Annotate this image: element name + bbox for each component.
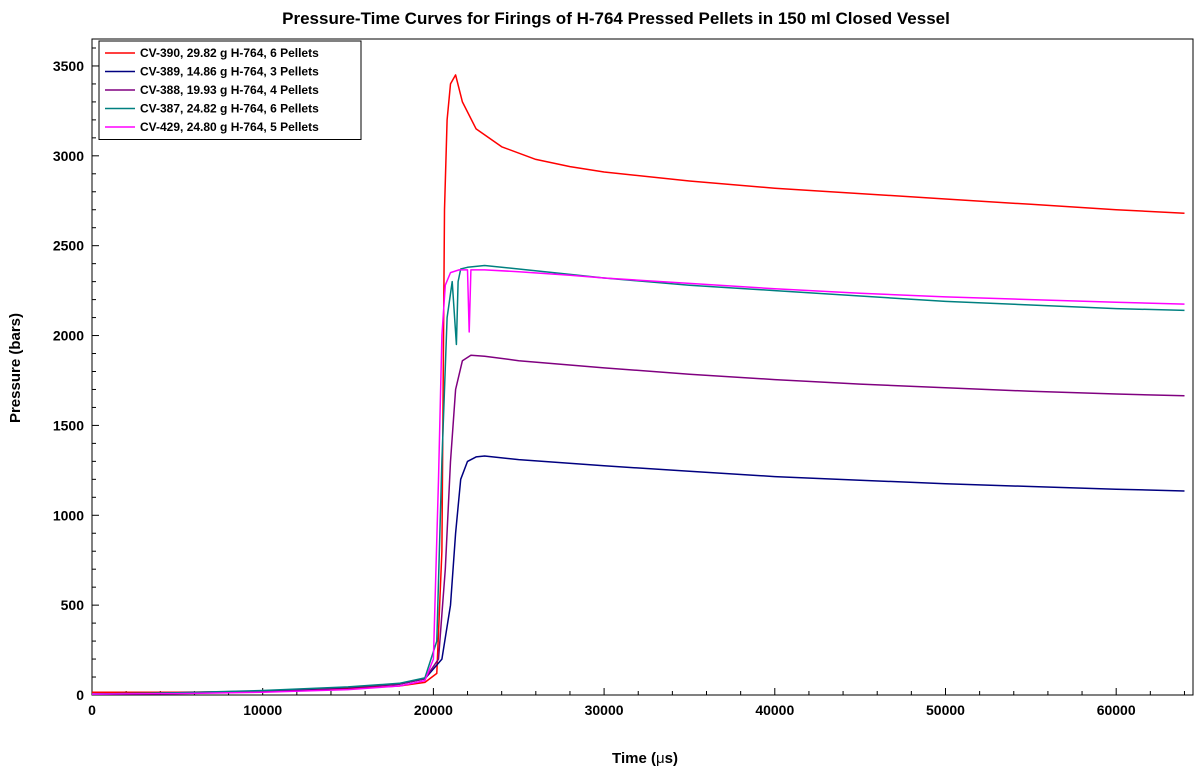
series-line-2: [91, 455, 1185, 695]
series-line-1: [92, 74, 1185, 694]
plot-area: 0 500 1000 1500 2000 2500 3000 3500 0 10000 20000 3…: [53, 38, 1194, 718]
x-axis-label: Time (μs): [612, 750, 678, 767]
x-tick-label: 10000: [243, 702, 282, 718]
x-axis-label-mu: μ: [656, 750, 665, 767]
x-axis-label-end: s): [665, 750, 678, 767]
x-axis-label-main: Time (: [612, 750, 656, 767]
x-tick-label: 30000: [585, 702, 624, 718]
y-tick-label: 1500: [53, 417, 84, 433]
legend-entry: CV-429, 24.80 g H-764, 5 Pellets: [140, 120, 319, 134]
y-tick-label: 1000: [53, 507, 84, 523]
x-tick-label: 50000: [926, 702, 965, 718]
chart-title: Pressure-Time Curves for Firings of H-76…: [282, 9, 950, 28]
series-line-3: [91, 354, 1185, 695]
legend-entry: CV-387, 24.82 g H-764, 6 Pellets: [140, 102, 319, 116]
y-tick-label: 3000: [53, 148, 84, 164]
y-tick-label: 2000: [53, 328, 84, 344]
plot-frame: [91, 38, 1194, 696]
y-tick-label: 2500: [53, 238, 84, 254]
legend: CV-390, 29.82 g H-764, 6 Pellets CV-389, …: [98, 40, 362, 140]
x-tick-label: 20000: [414, 702, 453, 718]
legend-box: [98, 40, 362, 140]
series-line-5: [91, 269, 1185, 695]
legend-entry: CV-390, 29.82 g H-764, 6 Pellets: [140, 46, 319, 60]
y-tick-label: 0: [76, 687, 84, 703]
x-tick-label: 40000: [755, 702, 794, 718]
legend-entry: CV-389, 14.86 g H-764, 3 Pellets: [140, 65, 319, 79]
series-line-4: [91, 264, 1185, 695]
y-tick-label: 3500: [53, 58, 84, 74]
legend-entry: CV-388, 19.93 g H-764, 4 Pellets: [140, 83, 319, 97]
x-tick-label: 0: [88, 702, 96, 718]
y-tick-label: 500: [61, 597, 85, 613]
y-axis-label: Pressure (bars): [7, 313, 24, 423]
x-tick-label: 60000: [1097, 702, 1136, 718]
